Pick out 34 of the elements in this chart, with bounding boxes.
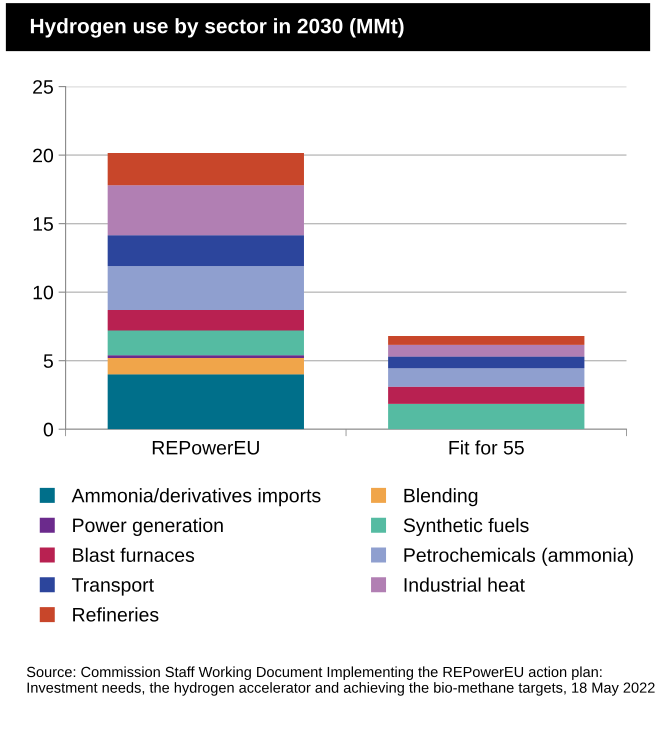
bar bbox=[108, 235, 304, 266]
chart-title: Hydrogen use by sector in 2030 (MMt) bbox=[30, 18, 404, 38]
legend-label: Petrochemicals (ammonia) bbox=[404, 548, 633, 566]
bar bbox=[388, 344, 584, 357]
y-tick-label: 5 bbox=[44, 354, 53, 368]
y-tick-label: 20 bbox=[33, 148, 54, 162]
bar bbox=[388, 336, 584, 345]
bar bbox=[388, 368, 584, 387]
legend-label: Blast furnaces bbox=[73, 548, 194, 562]
bar bbox=[108, 358, 304, 374]
legend-label: Industrial heat bbox=[404, 578, 525, 592]
y-tick-label: 10 bbox=[34, 286, 54, 300]
bar bbox=[108, 330, 304, 356]
bar bbox=[108, 153, 304, 186]
legend-label: Blending bbox=[404, 488, 478, 506]
bar bbox=[108, 310, 304, 331]
bar bbox=[108, 374, 304, 430]
bar bbox=[388, 404, 584, 430]
y-tick-label: 0 bbox=[44, 422, 54, 436]
legend-label: Synthetic fuels bbox=[404, 518, 529, 536]
bar bbox=[108, 185, 304, 236]
x-tick-label: REPowerEU bbox=[152, 441, 259, 455]
legend-label: Transport bbox=[72, 578, 154, 596]
bar bbox=[388, 386, 584, 404]
legend-label: Refineries bbox=[73, 607, 158, 622]
bar bbox=[388, 356, 584, 368]
bar bbox=[108, 355, 304, 358]
legend-label: Ammonia/derivatives imports bbox=[72, 488, 320, 506]
source-note: Source: Commission Staff Working Document Implementing the REPowerEU action plan: Investment needs, the hydrogen accelerator and achieving the bio-methane targets, 18 May 2022 bbox=[26, 666, 655, 696]
y-tick-label: 15 bbox=[34, 217, 53, 231]
legend-label: Power generation bbox=[73, 518, 223, 536]
y-tick-label: 25 bbox=[33, 80, 53, 94]
bar bbox=[108, 266, 304, 310]
x-tick-label: Fit for 55 bbox=[449, 440, 524, 455]
